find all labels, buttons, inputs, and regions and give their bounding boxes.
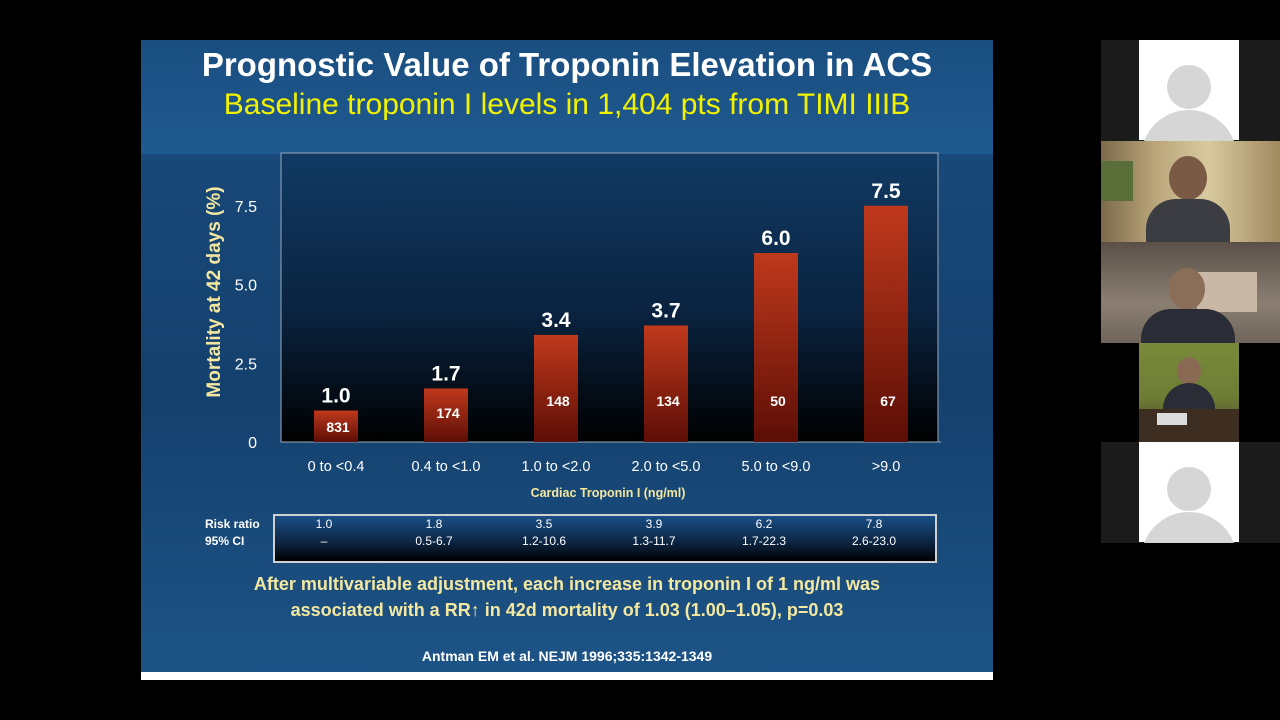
- bar-value-label: 1.0: [321, 385, 350, 408]
- user-avatar-icon: [1139, 40, 1239, 141]
- papers-decor: [1157, 413, 1187, 425]
- ci-value: 2.6-23.0: [851, 534, 897, 548]
- slide-footnote: After multivariable adjustment, each inc…: [141, 571, 993, 623]
- bar: [754, 253, 798, 442]
- shelf-decor: [1197, 272, 1257, 312]
- risk-ratio-value: 1.8: [425, 517, 443, 531]
- plot-background: [280, 152, 939, 443]
- bar-value-label: 3.4: [541, 309, 571, 332]
- risk-ratio-value: 6.2: [755, 517, 773, 531]
- ci-value: 0.5-6.7: [415, 534, 453, 548]
- bar-n-label: 134: [656, 393, 680, 409]
- bar-n-label: 67: [880, 393, 896, 409]
- y-axis-label: Mortality at 42 days (%): [204, 186, 225, 397]
- ci-value: –: [320, 534, 328, 548]
- risk-ratio-value: 3.5: [535, 517, 553, 531]
- y-tick-label: 7.5: [235, 199, 257, 216]
- desk-decor: [1139, 409, 1239, 442]
- participant-tile-5[interactable]: [1101, 442, 1280, 543]
- x-tick-label: 5.0 to <9.0: [742, 459, 811, 475]
- x-tick-label: >9.0: [872, 459, 901, 475]
- x-axis-label: Cardiac Troponin I (ng/ml): [531, 486, 686, 500]
- risk-ratio-table: [273, 514, 937, 563]
- participant-body: [1141, 309, 1235, 343]
- bar: [534, 334, 578, 442]
- participant-tile-1[interactable]: [1101, 40, 1280, 141]
- presentation-slide: Prognostic Value of Troponin Elevation i…: [141, 40, 993, 680]
- ci-value: 1.3-11.7: [632, 534, 676, 548]
- participant-head: [1169, 268, 1205, 310]
- bar-n-label: 831: [326, 419, 350, 435]
- participant-video-tile-3[interactable]: [1101, 242, 1280, 343]
- risk-ratio-value: 1.0: [315, 517, 333, 531]
- participant-body: [1146, 199, 1230, 242]
- y-tick-label: 5.0: [235, 278, 257, 295]
- bar-n-label: 174: [436, 405, 460, 421]
- bar-n-label: 50: [770, 393, 786, 409]
- bar: [424, 388, 468, 442]
- bar-value-label: 6.0: [761, 227, 790, 250]
- ci-value: 1.7-22.3: [741, 534, 787, 548]
- bar-chart: 0 2.5 5.0 7.5 1.0 831 1.7 174 3.4 148 3.7 134 6.0 50…: [204, 152, 941, 500]
- x-ticks: 0 to <0.4 0.4 to <1.0 1.0 to <2.0 2.0 to <5…: [308, 459, 901, 475]
- painting-decor: [1101, 161, 1133, 201]
- risk-ratio-value: 3.9: [645, 517, 663, 531]
- y-tick-label: 0: [248, 435, 257, 452]
- ci-value: 1.2-10.6: [521, 534, 567, 548]
- bar: [864, 205, 908, 442]
- x-tick-label: 0 to <0.4: [308, 459, 365, 475]
- bar-value-label: 3.7: [651, 299, 680, 322]
- risk-ratio-value: 7.8: [865, 517, 883, 531]
- participant-body: [1163, 383, 1215, 411]
- y-ticks: 0 2.5 5.0 7.5: [235, 199, 257, 452]
- bar-value-label: 1.7: [431, 362, 460, 385]
- bars: 1.0 831 1.7 174 3.4 148 3.7 134 6.0 50 7.5 67: [314, 180, 908, 442]
- slide-citation: Antman EM et al. NEJM 1996;335:1342-1349: [421, 648, 713, 664]
- participant-video-tile-2[interactable]: [1101, 141, 1280, 242]
- participant-head: [1169, 156, 1207, 200]
- participant-head: [1177, 357, 1201, 385]
- ci-label: 95% CI: [205, 534, 245, 548]
- participant-video-tile-4[interactable]: [1139, 343, 1239, 442]
- bar: [644, 325, 688, 442]
- slide-subtitle: Baseline troponin I levels in 1,404 pts …: [223, 88, 911, 121]
- slide-title: Prognostic Value of Troponin Elevation i…: [201, 46, 933, 83]
- footnote-line-2: associated with a RR↑ in 42d mortality o…: [290, 600, 844, 620]
- x-tick-label: 0.4 to <1.0: [412, 459, 481, 475]
- x-tick-label: 1.0 to <2.0: [522, 459, 591, 475]
- y-tick-label: 2.5: [235, 356, 257, 373]
- slide-header: Prognostic Value of Troponin Elevation i…: [141, 40, 993, 154]
- bar-n-label: 148: [546, 393, 570, 409]
- user-avatar-icon: [1139, 442, 1239, 543]
- bar: [314, 410, 358, 442]
- footnote-line-1: After multivariable adjustment, each inc…: [253, 574, 881, 594]
- x-tick-label: 2.0 to <5.0: [632, 459, 701, 475]
- slide-bottom-strip: [141, 672, 993, 680]
- bar-value-label: 7.5: [871, 180, 901, 203]
- risk-ratio-label: Risk ratio: [205, 517, 260, 531]
